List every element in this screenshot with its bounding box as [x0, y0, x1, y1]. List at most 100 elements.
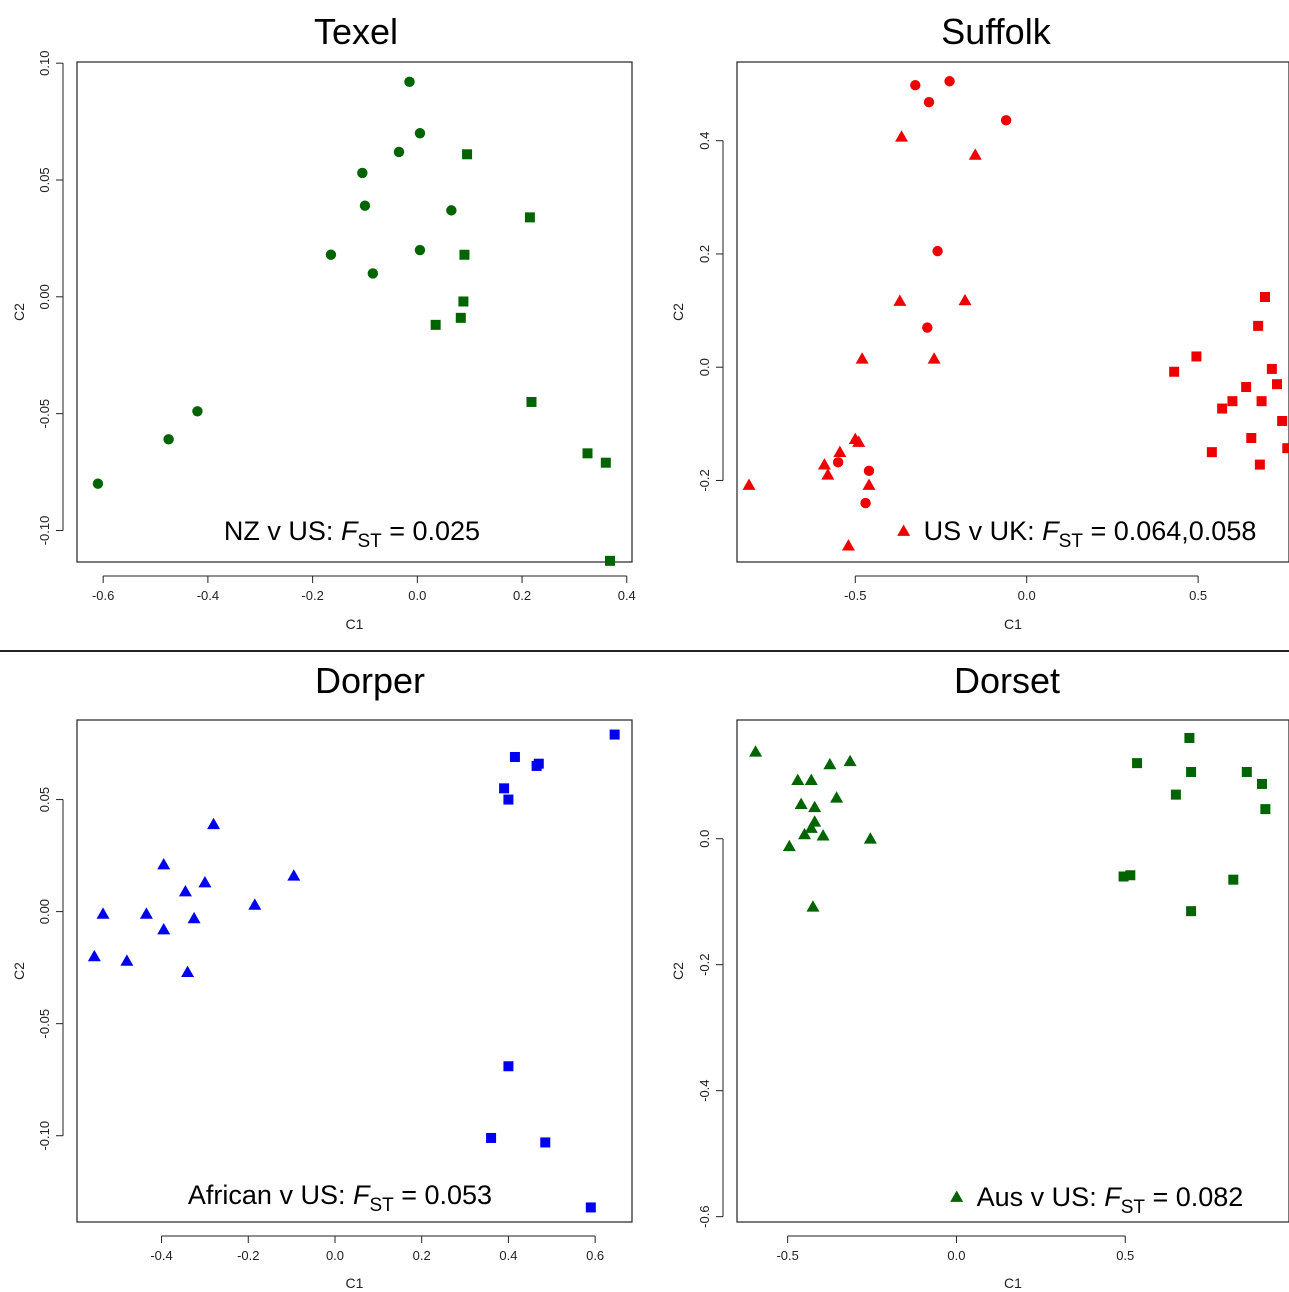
dorset-y-tick-label: -0.2: [697, 953, 712, 975]
suffolk-triangle-point: [927, 352, 941, 364]
suffolk-series-triangle: [742, 130, 982, 551]
suffolk-triangle-point: [852, 435, 866, 447]
texel-plot-frame: [76, 61, 633, 563]
dorper-plot-frame: [76, 719, 633, 1223]
texel-y-axis-label: C2: [11, 303, 27, 321]
suffolk-series-circle: [832, 76, 1012, 509]
texel-y-tick-label: 0.00: [37, 284, 52, 309]
dorper-square-point: [503, 1061, 514, 1072]
annotation-subscript: ST: [357, 531, 382, 552]
texel-circle-point: [92, 478, 104, 489]
dorset-y-axis-label: C2: [670, 962, 686, 980]
texel-circle-point: [414, 244, 426, 256]
dorset-x-tick-label: 0.0: [947, 1248, 965, 1263]
texel-square-point: [458, 296, 469, 307]
texel-square-point: [524, 212, 535, 223]
annotation-f-symbol: F: [353, 1180, 371, 1210]
dorset-title: Dorset: [954, 660, 1060, 701]
suffolk-triangle-point: [841, 539, 855, 551]
dorset-square-point: [1256, 778, 1267, 789]
annotation-value: = 0.064,0.058: [1083, 516, 1256, 546]
dorper-x-tick-label: 0.4: [499, 1248, 517, 1263]
suffolk-triangle-point: [821, 468, 835, 480]
dorset-x-axis-label: C1: [1004, 1275, 1022, 1291]
dorset-series-triangle: [749, 745, 877, 912]
dorper-triangle-point: [120, 954, 134, 966]
suffolk-square-point: [1277, 416, 1288, 427]
dorset-square-point: [1241, 766, 1252, 777]
suffolk-square-point: [1246, 432, 1257, 443]
annotation-value: = 0.053: [394, 1180, 492, 1210]
suffolk-square-point: [1256, 396, 1267, 407]
dorper-panel: Dorper -0.4 -0.2 0.0 0.2 0.4 0.6 C1 -0.10 -0.05 0.…: [11, 660, 633, 1291]
suffolk-circle-point: [832, 457, 844, 468]
annotation-prefix: US v UK:: [924, 516, 1043, 546]
dorset-square-point: [1260, 804, 1271, 815]
texel-x-tick-label: 0.2: [513, 588, 531, 603]
dorper-triangle-point: [139, 907, 153, 919]
texel-circle-point: [446, 205, 457, 216]
suffolk-circle-point: [932, 245, 943, 257]
suffolk-circle-point: [923, 97, 935, 108]
dorset-triangle-point: [804, 773, 818, 786]
suffolk-triangle-point: [742, 478, 756, 490]
dorper-triangle-point: [178, 884, 192, 897]
texel-circle-point: [367, 268, 379, 279]
suffolk-square-point: [1227, 396, 1238, 407]
annotation-subscript: ST: [1059, 531, 1084, 552]
dorper-x-axis-label: C1: [346, 1275, 364, 1291]
texel-circle-point: [325, 249, 337, 260]
suffolk-triangle-point: [968, 148, 982, 160]
dorper-x-tick-label: 0.0: [326, 1248, 344, 1263]
dorset-square-point: [1125, 870, 1136, 881]
texel-square-point: [459, 249, 470, 260]
dorset-square-point: [1184, 732, 1195, 743]
suffolk-annotation-marker: [897, 524, 911, 536]
dorper-square-point: [609, 729, 620, 740]
dorset-square-point: [1118, 871, 1129, 882]
annotation-f-symbol: F: [341, 516, 359, 546]
annotation-prefix: African v US:: [188, 1180, 353, 1210]
suffolk-circle-point: [922, 322, 933, 333]
texel-x-tick-label: 0.4: [618, 588, 636, 603]
suffolk-x-tick-label: -0.5: [844, 588, 866, 603]
annotation-prefix: Aus v US:: [977, 1182, 1105, 1212]
suffolk-square-point: [1254, 459, 1265, 470]
dorper-square-point: [486, 1132, 497, 1143]
texel-y-tick-label: 0.10: [37, 51, 52, 76]
dorset-triangle-point: [806, 900, 820, 912]
dorset-triangle-point: [749, 745, 763, 757]
dorper-square-point: [531, 760, 542, 771]
texel-square-point: [582, 448, 593, 459]
dorper-y-tick-label: -0.10: [37, 1121, 52, 1151]
texel-circle-point: [357, 167, 368, 179]
annotation-value: = 0.025: [382, 516, 480, 546]
dorper-y-tick-label: -0.05: [37, 1009, 52, 1039]
suffolk-x-axis-label: C1: [1004, 616, 1022, 632]
suffolk-y-tick-label: 0.4: [697, 132, 712, 150]
dorper-x-tick-label: 0.6: [586, 1248, 604, 1263]
texel-square-point: [605, 555, 616, 566]
dorper-square-point: [540, 1137, 551, 1148]
texel-x-axis-label: C1: [346, 616, 364, 632]
suffolk-square-point: [1266, 363, 1277, 374]
dorper-title: Dorper: [315, 660, 425, 701]
dorset-panel: Dorset -0.5 0.0 0.5 C1 -0.6 -0.4 -0.2 0.0 C2 Aus v…: [670, 660, 1289, 1291]
suffolk-panel: Suffolk -0.5 0.0 0.5 C1 -0.2 0.0 0.2 0.4 C2 US v U…: [670, 11, 1289, 632]
dorset-triangle-point: [782, 839, 796, 852]
dorper-triangle-point: [157, 923, 171, 935]
dorset-square-point: [1170, 789, 1181, 800]
dorset-triangle-point: [808, 800, 822, 813]
suffolk-triangle-point: [862, 478, 876, 490]
suffolk-triangle-point: [855, 352, 869, 364]
texel-x-tick-label: -0.2: [301, 588, 323, 603]
texel-y-tick-label: -0.05: [37, 399, 52, 429]
texel-circle-point: [192, 406, 203, 417]
dorset-square-point: [1228, 874, 1239, 885]
dorset-y-tick-label: -0.6: [697, 1205, 712, 1227]
suffolk-y-tick-label: 0.2: [697, 245, 712, 263]
annotation-f-symbol: F: [1042, 516, 1060, 546]
texel-y-tick-label: -0.10: [37, 516, 52, 546]
texel-series-square: [430, 149, 616, 566]
suffolk-circle-point: [1000, 115, 1012, 126]
